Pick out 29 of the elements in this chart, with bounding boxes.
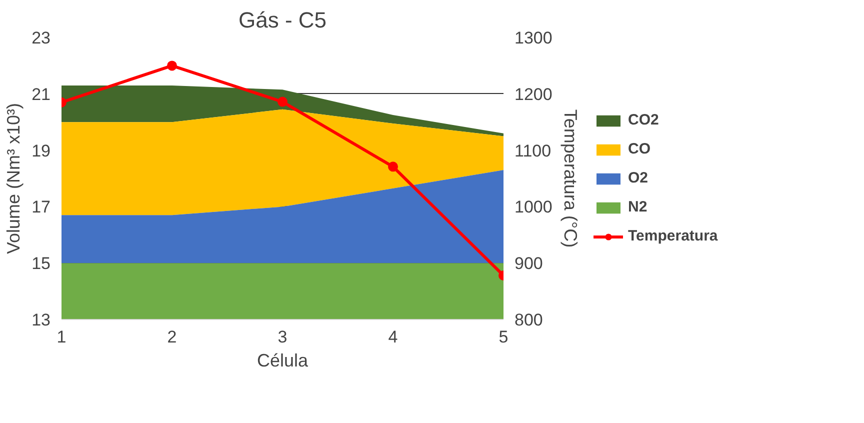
x-tick-label: 1 xyxy=(56,328,66,346)
chart-title: Gás - C5 xyxy=(238,8,327,32)
point xyxy=(388,162,398,172)
y-tick-label: 17 xyxy=(32,198,51,217)
y2-tick-label: 900 xyxy=(514,254,543,274)
x-tick-label: 3 xyxy=(278,328,288,346)
y-axis-title: Volume (Nm³ x10³) xyxy=(4,102,24,254)
y2-tick-label: 1100 xyxy=(514,141,552,160)
legend-label: CO xyxy=(628,140,650,158)
x-axis-title: Célula xyxy=(256,350,310,370)
y-tick-label: 23 xyxy=(32,28,51,48)
point xyxy=(167,60,177,71)
y-tick-label: 15 xyxy=(32,254,51,274)
y2-tick-label: 1300 xyxy=(514,28,552,48)
y-tick-label: 13 xyxy=(32,310,51,330)
y-tick-label: 21 xyxy=(32,84,51,104)
x-tick-label: 5 xyxy=(498,328,508,346)
legend-label: CO2 xyxy=(628,112,659,128)
y2-tick-label: 1200 xyxy=(514,84,552,104)
legend-label: N2 xyxy=(628,198,648,216)
legend-label: Temperatura xyxy=(628,228,718,244)
y2-axis-title: Temperatura (°C) xyxy=(560,109,580,248)
x-tick-label: 2 xyxy=(167,328,177,346)
y2-tick-label: 1000 xyxy=(514,198,552,217)
y2-tick-label: 800 xyxy=(514,310,543,330)
legend-label: O2 xyxy=(628,170,648,186)
x-tick-label: 4 xyxy=(388,328,398,346)
y-tick-label: 19 xyxy=(32,141,51,160)
point xyxy=(278,96,288,107)
